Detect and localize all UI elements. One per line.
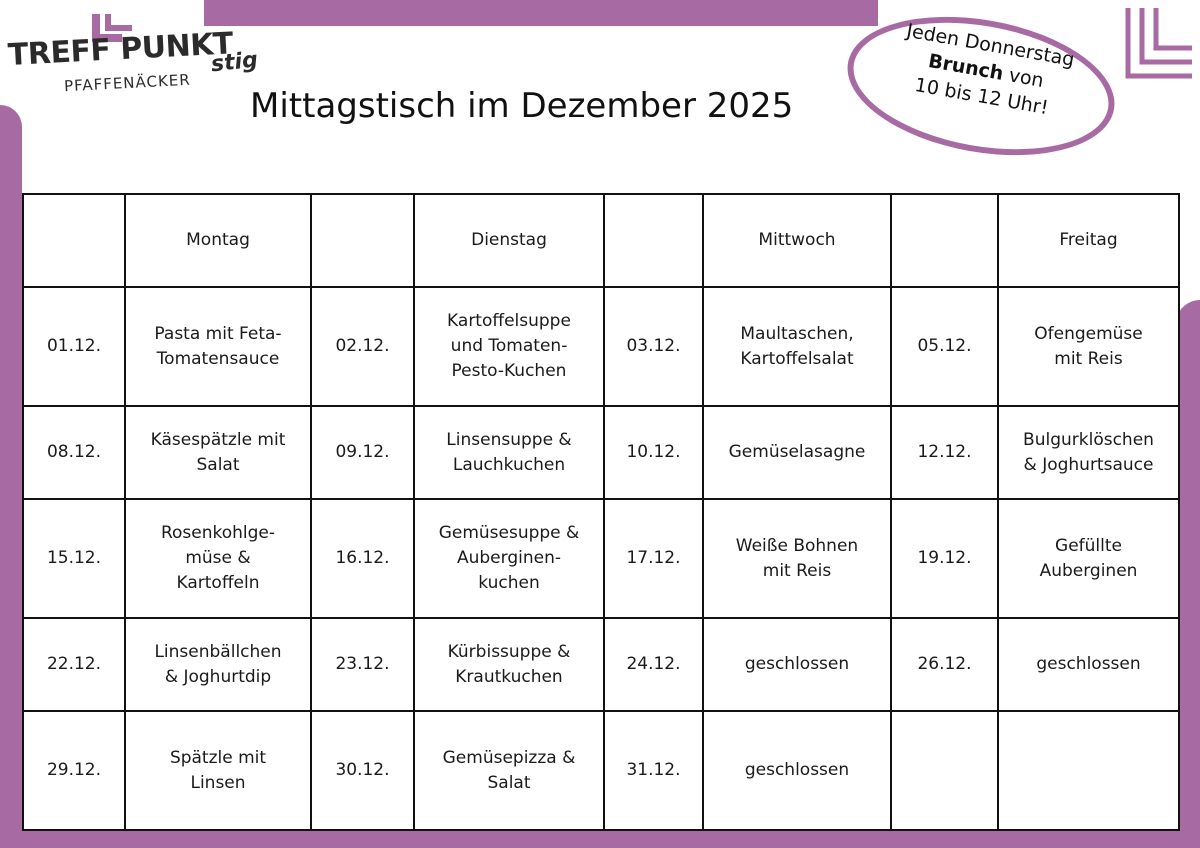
date-cell: 10.12. — [603, 405, 704, 500]
dish-cell: Gefüllte Auberginen — [997, 498, 1180, 619]
day-header-cell: Montag — [124, 193, 312, 288]
date-cell: 08.12. — [22, 405, 126, 500]
table-header-row: Montag Dienstag Mittwoch Freitag — [22, 193, 1180, 288]
date-cell: 15.12. — [22, 498, 126, 619]
day-header-cell: Freitag — [997, 193, 1180, 288]
dish-cell: geschlossen — [702, 710, 892, 831]
header-blank-cell — [890, 193, 999, 288]
dish-cell: geschlossen — [997, 617, 1180, 712]
table-row: 15.12. Rosenkohlge-müse & Kartoffeln 16.12.… — [22, 498, 1180, 619]
decor-left-bar — [0, 105, 22, 848]
dish-cell: Kartoffelsuppe und Tomaten- Pesto-Kuchen — [413, 286, 605, 407]
dish-cell: Bulgurklöschen & Joghurtsauce — [997, 405, 1180, 500]
table-row: 22.12. Linsenbällchen & Joghurtdip 23.12. Kü… — [22, 617, 1180, 712]
date-cell: 12.12. — [890, 405, 999, 500]
date-cell: 22.12. — [22, 617, 126, 712]
dish-cell: Weiße Bohnen mit Reis — [702, 498, 892, 619]
dish-cell: Maultaschen, Kartoffelsalat — [702, 286, 892, 407]
day-header-cell: Dienstag — [413, 193, 605, 288]
date-cell: 01.12. — [22, 286, 126, 407]
corner-chevron-icon — [1125, 8, 1192, 79]
dish-cell: Kürbissuppe & Krautkuchen — [413, 617, 605, 712]
menu-table: Montag Dienstag Mittwoch Freitag 01.12. Pasta… — [22, 193, 1180, 831]
date-cell: 26.12. — [890, 617, 999, 712]
date-cell: 23.12. — [310, 617, 415, 712]
date-cell: 02.12. — [310, 286, 415, 407]
decor-right-bar — [1176, 300, 1200, 848]
logo-mark-icon — [92, 14, 132, 42]
date-cell: 29.12. — [22, 710, 126, 831]
date-cell: 19.12. — [890, 498, 999, 619]
dish-cell — [997, 710, 1180, 831]
date-cell: 03.12. — [603, 286, 704, 407]
dish-cell: Linsensuppe & Lauchkuchen — [413, 405, 605, 500]
decor-top-bar — [204, 0, 878, 26]
date-cell: 31.12. — [603, 710, 704, 831]
header-blank-cell — [603, 193, 704, 288]
header-blank-cell — [22, 193, 126, 288]
date-cell: 16.12. — [310, 498, 415, 619]
header-blank-cell — [310, 193, 415, 288]
logo-title: TREFF PUNKT — [7, 26, 234, 73]
treffpunkt-logo: TREFF PUNKT PFAFFENÄCKER stig — [7, 8, 260, 100]
dish-cell: Linsenbällchen & Joghurtdip — [124, 617, 312, 712]
date-cell: 17.12. — [603, 498, 704, 619]
date-cell — [890, 710, 999, 831]
dish-cell: Gemüsesuppe & Auberginen-kuchen — [413, 498, 605, 619]
date-cell: 30.12. — [310, 710, 415, 831]
dish-cell: Rosenkohlge-müse & Kartoffeln — [124, 498, 312, 619]
decor-bottom-bar — [0, 828, 1200, 848]
dish-cell: Spätzle mit Linsen — [124, 710, 312, 831]
partner-logo: stig — [209, 47, 260, 78]
dish-cell: Pasta mit Feta- Tomatensauce — [124, 286, 312, 407]
date-cell: 05.12. — [890, 286, 999, 407]
dish-cell: geschlossen — [702, 617, 892, 712]
logo-subtitle: PFAFFENÄCKER — [63, 70, 192, 96]
date-cell: 24.12. — [603, 617, 704, 712]
dish-cell: Ofengemüse mit Reis — [997, 286, 1180, 407]
dish-cell: Gemüselasagne — [702, 405, 892, 500]
day-header-cell: Mittwoch — [702, 193, 892, 288]
dish-cell: Käsespätzle mit Salat — [124, 405, 312, 500]
date-cell: 09.12. — [310, 405, 415, 500]
dish-cell: Gemüsepizza & Salat — [413, 710, 605, 831]
table-row: 08.12. Käsespätzle mit Salat 09.12. Linsensu… — [22, 405, 1180, 500]
table-row: 29.12. Spätzle mit Linsen 30.12. Gemüsepizza… — [22, 710, 1180, 831]
page-title: Mittagstisch im Dezember 2025 — [250, 86, 794, 126]
table-row: 01.12. Pasta mit Feta- Tomatensauce 02.12. K… — [22, 286, 1180, 407]
